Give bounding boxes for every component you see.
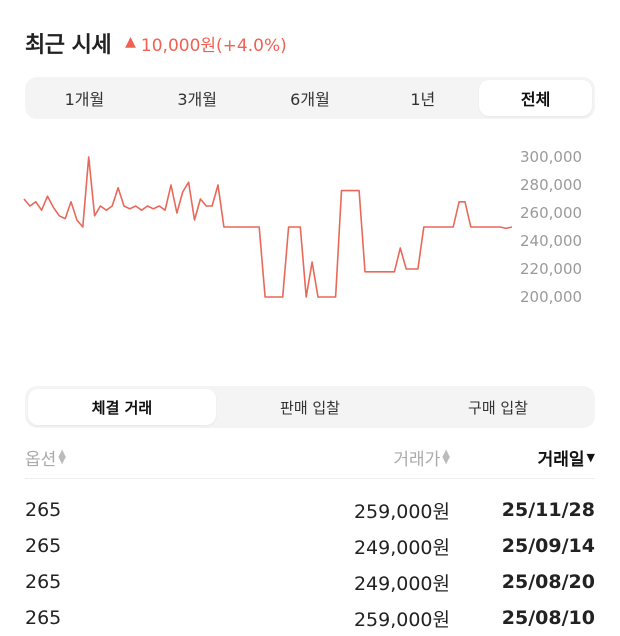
row-option: 265 (25, 607, 62, 629)
table-header: 옵션 ▲ ▼ 거래가 ▲ ▼ 거래일 ▼ (25, 436, 595, 479)
row-price: 249,000원 (353, 536, 450, 559)
y-tick-label: 300,000 (520, 148, 582, 166)
table-body: 265 259,000원 25/11/28 265 249,000원 25/09… (25, 492, 595, 636)
tab-6-months[interactable]: 6개월 (290, 90, 330, 109)
row-price: 249,000원 (353, 572, 450, 595)
row-date: 25/09/14 (501, 535, 595, 557)
trade-tabs: 체결 거래 판매 입찰 구매 입찰 (25, 386, 595, 428)
tab-buy-bids[interactable]: 구매 입찰 (468, 398, 528, 417)
y-tick-label: 240,000 (520, 232, 582, 250)
section-title: 최근 시세 (25, 33, 112, 58)
y-tick-label: 260,000 (520, 204, 582, 222)
price-change: ▲ 10,000원(+4.0%) (125, 31, 287, 56)
price-column-header[interactable]: 거래가 ▲ ▼ (195, 445, 450, 470)
tab-completed-trades[interactable]: 체결 거래 (28, 389, 216, 425)
period-tabs: 1개월 3개월 6개월 1년 전체 (25, 77, 595, 119)
price-change-text: 10,000원(+4.0%) (140, 35, 287, 56)
y-tick-label: 200,000 (520, 288, 582, 306)
row-date: 25/08/10 (501, 607, 595, 629)
table-row[interactable]: 265 259,000원 25/11/28 (25, 492, 595, 528)
date-column-header[interactable]: 거래일 ▼ (450, 445, 595, 470)
row-price: 259,000원 (353, 608, 450, 631)
option-column-header[interactable]: 옵션 ▲ ▼ (25, 445, 195, 470)
tab-3-months[interactable]: 3개월 (177, 90, 217, 109)
sort-icon: ▲ ▼ (58, 448, 66, 466)
table-row[interactable]: 265 259,000원 25/08/10 (25, 600, 595, 636)
price-header-label: 거래가 (393, 449, 441, 470)
price-header: 최근 시세 ▲ 10,000원(+4.0%) (25, 26, 287, 60)
price-chart-svg: 300,000 280,000 260,000 240,000 220,000 200,0… (23, 148, 582, 306)
row-date: 25/08/20 (501, 571, 595, 593)
row-option: 265 (25, 535, 62, 557)
table-row[interactable]: 265 249,000원 25/09/14 (25, 528, 595, 564)
tab-1-year[interactable]: 1년 (410, 90, 436, 109)
tab-sell-bids[interactable]: 판매 입찰 (280, 398, 340, 417)
price-chart: 300,000 280,000 260,000 240,000 220,000 200,0… (0, 140, 620, 330)
up-triangle-icon: ▲ (125, 34, 136, 50)
y-tick-label: 280,000 (520, 176, 582, 194)
table-row[interactable]: 265 249,000원 25/08/20 (25, 564, 595, 600)
tab-1-month[interactable]: 1개월 (64, 90, 105, 109)
row-option: 265 (25, 571, 62, 593)
row-date: 25/11/28 (501, 499, 595, 521)
sort-icon: ▲ ▼ (442, 448, 450, 466)
row-price: 259,000원 (353, 500, 450, 523)
date-header-label: 거래일 (537, 449, 585, 470)
row-option: 265 (25, 499, 62, 521)
price-line (23, 156, 513, 298)
y-tick-label: 220,000 (520, 260, 582, 278)
sort-desc-icon: ▼ (586, 450, 595, 464)
trade-table: 옵션 ▲ ▼ 거래가 ▲ ▼ 거래일 ▼ 265 259,000원 25/11/28… (25, 436, 595, 636)
tab-all[interactable]: 전체 (479, 80, 592, 116)
option-header-label: 옵션 (25, 449, 57, 470)
